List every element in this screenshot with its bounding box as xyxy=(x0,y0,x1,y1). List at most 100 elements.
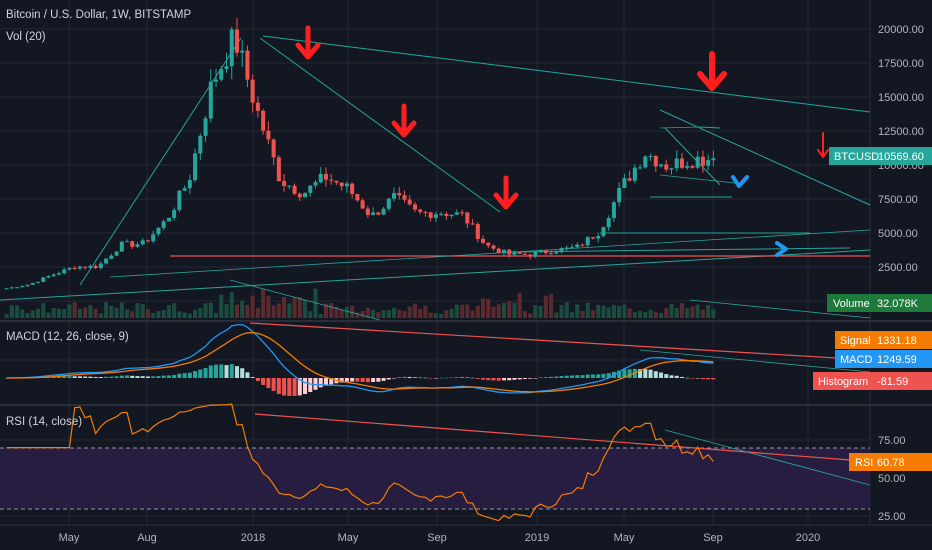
candle[interactable] xyxy=(240,50,245,53)
candle[interactable] xyxy=(313,182,318,186)
candle[interactable] xyxy=(339,182,344,187)
candle[interactable] xyxy=(292,185,297,194)
candle[interactable] xyxy=(460,212,465,214)
blue-arrow-right-icon[interactable] xyxy=(775,241,788,257)
candle[interactable] xyxy=(261,110,266,131)
candle[interactable] xyxy=(590,237,595,239)
candle[interactable] xyxy=(617,188,622,203)
candle[interactable] xyxy=(648,155,653,157)
candle[interactable] xyxy=(659,164,664,167)
candle[interactable] xyxy=(507,249,512,255)
candle[interactable] xyxy=(454,212,459,215)
candle[interactable] xyxy=(554,252,559,254)
rsi-trendline[interactable] xyxy=(254,413,851,461)
candle[interactable] xyxy=(596,236,601,239)
candle[interactable] xyxy=(156,227,161,235)
candle[interactable] xyxy=(208,81,213,119)
candle[interactable] xyxy=(245,50,250,80)
candle[interactable] xyxy=(130,241,135,247)
candle[interactable] xyxy=(533,251,538,257)
candle[interactable] xyxy=(198,135,203,154)
candle[interactable] xyxy=(271,139,276,158)
rsi-pane[interactable] xyxy=(6,403,871,522)
candle[interactable] xyxy=(706,160,711,166)
rsi-badge[interactable]: RSI 60.78 xyxy=(849,453,932,471)
candle[interactable] xyxy=(418,209,423,212)
candle[interactable] xyxy=(214,79,219,82)
candle[interactable] xyxy=(449,214,454,217)
candle[interactable] xyxy=(371,212,376,215)
macd-trendline[interactable] xyxy=(639,349,871,373)
candle[interactable] xyxy=(407,199,412,205)
histogram-badge[interactable]: Histogram -81.59 xyxy=(813,372,932,390)
candle[interactable] xyxy=(15,287,20,289)
candle[interactable] xyxy=(355,193,360,201)
candle[interactable] xyxy=(585,237,590,246)
candle[interactable] xyxy=(177,190,182,210)
candle[interactable] xyxy=(287,185,292,187)
macd-pane[interactable] xyxy=(4,322,871,396)
candle[interactable] xyxy=(570,247,575,249)
candle[interactable] xyxy=(522,253,527,255)
volume-study-title[interactable]: Vol (20) xyxy=(6,31,46,43)
candle[interactable] xyxy=(56,273,61,275)
candle[interactable] xyxy=(9,287,14,289)
candle[interactable] xyxy=(528,254,533,257)
red-arrow-down-icon[interactable] xyxy=(697,51,727,91)
candle[interactable] xyxy=(496,248,501,253)
candle[interactable] xyxy=(501,249,506,253)
candle[interactable] xyxy=(135,244,140,247)
candle[interactable] xyxy=(470,223,475,225)
candle[interactable] xyxy=(161,221,166,228)
candle[interactable] xyxy=(512,252,517,255)
candle[interactable] xyxy=(318,173,323,183)
btcusd-badge[interactable]: BTCUSD 10569.60 xyxy=(829,147,932,165)
candle[interactable] xyxy=(685,165,690,168)
trendline-drawings[interactable] xyxy=(0,35,871,321)
candle[interactable] xyxy=(397,192,402,196)
candle[interactable] xyxy=(638,167,643,169)
red-arrow-down-icon[interactable] xyxy=(295,25,321,60)
candle[interactable] xyxy=(392,192,397,199)
candle[interactable] xyxy=(282,181,287,186)
candle[interactable] xyxy=(329,179,334,181)
candle[interactable] xyxy=(481,238,486,243)
candle[interactable] xyxy=(606,218,611,228)
candle[interactable] xyxy=(653,155,658,167)
candle[interactable] xyxy=(622,178,627,189)
candle[interactable] xyxy=(36,281,41,283)
candle[interactable] xyxy=(334,180,339,183)
macd-badge[interactable]: MACD 1249.59 xyxy=(835,350,932,368)
candle[interactable] xyxy=(145,240,150,242)
candle[interactable] xyxy=(381,208,386,215)
candle[interactable] xyxy=(611,202,616,219)
candle[interactable] xyxy=(234,29,239,53)
candle[interactable] xyxy=(30,282,35,285)
candle[interactable] xyxy=(193,153,198,181)
symbol-title[interactable]: Bitcoin / U.S. Dollar, 1W, BITSTAMP xyxy=(6,9,191,21)
candle[interactable] xyxy=(690,165,695,168)
candle[interactable] xyxy=(365,208,370,215)
candle[interactable] xyxy=(125,241,130,243)
candle[interactable] xyxy=(25,284,30,287)
rsi-trendline[interactable] xyxy=(664,429,871,486)
candle[interactable] xyxy=(151,234,156,242)
candle[interactable] xyxy=(323,173,328,180)
candle[interactable] xyxy=(46,276,51,278)
candle[interactable] xyxy=(439,213,444,215)
annotation-arrows[interactable] xyxy=(295,25,829,257)
candle[interactable] xyxy=(67,268,72,270)
candle[interactable] xyxy=(575,244,580,248)
candle[interactable] xyxy=(51,274,56,277)
candle[interactable] xyxy=(632,167,637,181)
candle[interactable] xyxy=(412,204,417,210)
macd-trendline[interactable] xyxy=(249,322,871,361)
candle[interactable] xyxy=(674,158,679,169)
rsi-title[interactable]: RSI (14, close) xyxy=(6,416,82,428)
candle[interactable] xyxy=(77,266,82,269)
candle[interactable] xyxy=(580,244,585,246)
candle[interactable] xyxy=(219,68,224,80)
candle[interactable] xyxy=(255,102,260,111)
candle[interactable] xyxy=(643,156,648,168)
